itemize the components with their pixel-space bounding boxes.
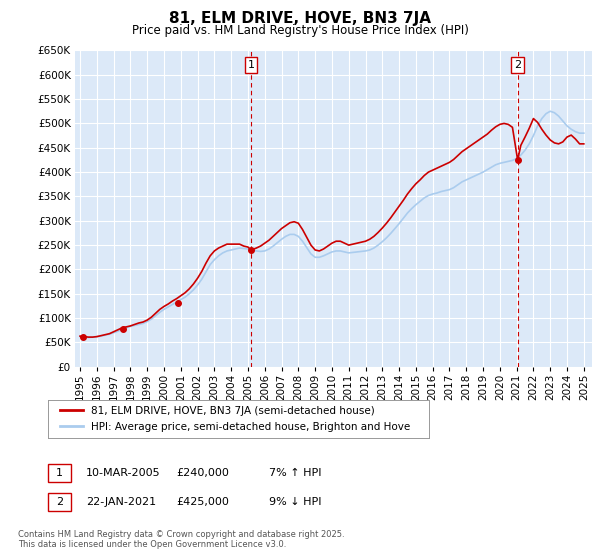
Text: Contains HM Land Registry data © Crown copyright and database right 2025.: Contains HM Land Registry data © Crown c… [18, 530, 344, 539]
Text: 9% ↓ HPI: 9% ↓ HPI [269, 497, 322, 507]
Text: 1: 1 [56, 468, 63, 478]
Text: 2: 2 [56, 497, 63, 507]
Text: This data is licensed under the Open Government Licence v3.0.: This data is licensed under the Open Gov… [18, 540, 286, 549]
Text: 1: 1 [248, 60, 254, 70]
Legend: 81, ELM DRIVE, HOVE, BN3 7JA (semi-detached house), HPI: Average price, semi-det: 81, ELM DRIVE, HOVE, BN3 7JA (semi-detac… [57, 403, 414, 435]
Text: Price paid vs. HM Land Registry's House Price Index (HPI): Price paid vs. HM Land Registry's House … [131, 24, 469, 36]
Text: £425,000: £425,000 [176, 497, 229, 507]
Text: 7% ↑ HPI: 7% ↑ HPI [269, 468, 322, 478]
Text: 10-MAR-2005: 10-MAR-2005 [86, 468, 160, 478]
Text: 81, ELM DRIVE, HOVE, BN3 7JA: 81, ELM DRIVE, HOVE, BN3 7JA [169, 11, 431, 26]
Text: 22-JAN-2021: 22-JAN-2021 [86, 497, 156, 507]
Text: 2: 2 [514, 60, 521, 70]
Text: £240,000: £240,000 [176, 468, 229, 478]
